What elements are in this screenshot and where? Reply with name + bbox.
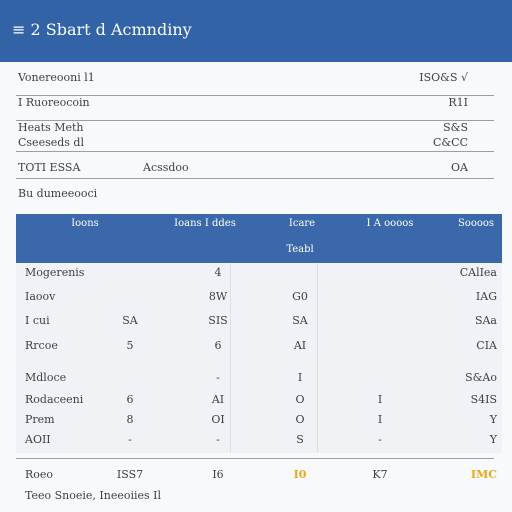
row-label: I cui	[25, 314, 50, 327]
total-value: K7	[372, 468, 388, 481]
row-label: Iaoov	[25, 290, 56, 303]
table-header	[16, 214, 502, 263]
cell-value: 8	[126, 413, 134, 426]
cell-value: -	[216, 371, 220, 384]
summary-value: Acssdoo	[143, 161, 189, 174]
column-header: Soooos	[457, 218, 495, 229]
column-header: Ioons	[71, 218, 99, 229]
cell-value: Y	[489, 433, 497, 446]
cell-value: SAa	[474, 314, 497, 327]
row-label: Rrcoe	[25, 339, 58, 352]
summary-amount: C&CC	[432, 136, 468, 149]
cell-value: 4	[214, 266, 222, 279]
cell-value: IAG	[475, 290, 497, 303]
divider	[16, 95, 494, 96]
header-bar: ≡ 2 Sbart d Acmndiny	[0, 0, 512, 62]
cell-value: 6	[214, 339, 222, 352]
divider	[16, 178, 494, 179]
row-label: Rodaceeni	[25, 393, 84, 406]
summary-label: Cseeseds dl	[18, 136, 84, 149]
cell-value: Y	[489, 413, 497, 426]
row-label: Mdloce	[25, 371, 67, 384]
row-label: AOII	[25, 433, 51, 446]
cell-value: O	[295, 413, 305, 426]
cell-value: SA	[292, 314, 308, 327]
row-label: Prem	[25, 413, 55, 426]
cell-value: I	[377, 413, 383, 426]
cell-value: SIS	[208, 314, 228, 327]
cell-value: 6	[126, 393, 134, 406]
divider	[16, 151, 494, 152]
column-header: I A oooos	[366, 218, 414, 229]
cell-value: AI	[293, 339, 307, 352]
divider	[16, 458, 494, 459]
divider	[16, 120, 494, 121]
total-value: ISS7	[116, 468, 144, 481]
summary-amount: ISO&S √	[419, 71, 468, 84]
column-divider	[230, 263, 231, 453]
cell-value: O	[295, 393, 305, 406]
cell-value: SA	[122, 314, 138, 327]
cell-value: CAlIea	[459, 266, 497, 279]
cell-value: -	[216, 433, 220, 446]
cell-value: I	[377, 393, 383, 406]
summary-label: Heats Meth	[18, 121, 84, 134]
column-subheader: Teabl	[286, 244, 314, 255]
column-header: Ioans I ddes	[174, 218, 236, 229]
app-title: ≡ 2 Sbart d Acmndiny	[12, 20, 192, 39]
cell-value: -	[128, 433, 132, 446]
cell-value: I	[297, 371, 303, 384]
table-body	[16, 263, 502, 453]
summary-label: I Ruoreocoin	[18, 96, 90, 109]
cell-value: AI	[211, 393, 225, 406]
cell-value: 8W	[208, 290, 228, 303]
section-title: Bu dumeeooci	[18, 187, 98, 200]
total-value: I0	[293, 468, 307, 481]
summary-label: Vonereooni l1	[18, 71, 95, 84]
summary-amount: R1I	[448, 96, 468, 109]
column-header: Icare	[288, 218, 316, 229]
cell-value: S&Ao	[465, 371, 497, 384]
row-label: Mogerenis	[25, 266, 85, 279]
cell-value: S4IS	[470, 393, 497, 406]
total-value: I6	[212, 468, 224, 481]
summary-amount: S&S	[443, 121, 468, 134]
cell-value: G0	[292, 290, 308, 303]
total-value: IMC	[470, 468, 497, 481]
cell-value: 5	[126, 339, 134, 352]
cell-value: CIA	[476, 339, 497, 352]
summary-label: TOTI ESSA	[18, 161, 81, 174]
summary-amount: OA	[451, 161, 468, 174]
column-divider	[317, 263, 318, 453]
cell-value: S	[296, 433, 304, 446]
footer-text: Teeo Snoeie, Ineeoiies Il	[25, 489, 162, 502]
cell-value: OI	[211, 413, 225, 426]
total-label: Roeo	[25, 468, 54, 481]
cell-value: -	[378, 433, 382, 446]
